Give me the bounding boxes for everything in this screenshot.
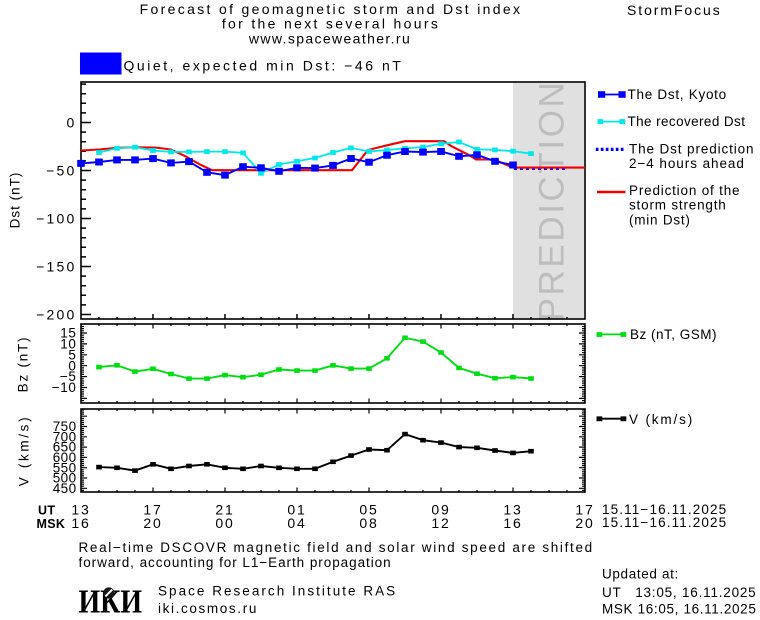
svg-text:08: 08 <box>359 515 378 531</box>
svg-text:16: 16 <box>71 515 90 531</box>
svg-text:12: 12 <box>431 515 450 531</box>
svg-text:0: 0 <box>68 358 76 373</box>
svg-text:Real−time DSCOVR magnetic fiel: Real−time DSCOVR magnetic field and sola… <box>79 540 594 555</box>
svg-text:13: 13 <box>503 501 522 517</box>
svg-text:−200: −200 <box>36 306 76 322</box>
svg-text:V (km/s): V (km/s) <box>629 412 694 427</box>
svg-text:Space Research Institute RAS: Space Research Institute RAS <box>158 584 397 599</box>
svg-text:5: 5 <box>68 347 76 362</box>
svg-text:StormFocus: StormFocus <box>627 2 722 18</box>
svg-text:The recovered Dst: The recovered Dst <box>628 114 746 129</box>
svg-text:550: 550 <box>53 460 77 475</box>
svg-text:UT: UT <box>38 504 55 518</box>
svg-text:15: 15 <box>60 326 76 341</box>
svg-text:www.spaceweather.ru: www.spaceweather.ru <box>248 30 411 46</box>
svg-text:15.11−16.11.2025: 15.11−16.11.2025 <box>602 515 727 530</box>
svg-text:The Dst prediction: The Dst prediction <box>629 142 754 157</box>
svg-text:−10: −10 <box>52 380 77 395</box>
svg-text:01: 01 <box>287 501 306 517</box>
svg-text:Forecast of geomagnetic storm: Forecast of geomagnetic storm and Dst in… <box>140 1 523 17</box>
svg-text:21: 21 <box>215 501 234 517</box>
svg-text:storm strength: storm strength <box>629 198 727 213</box>
svg-text:−150: −150 <box>36 258 76 274</box>
svg-text:The Dst, Kyoto: The Dst, Kyoto <box>628 87 727 102</box>
svg-text:05: 05 <box>359 501 378 517</box>
svg-text:(min Dst): (min Dst) <box>629 212 691 227</box>
svg-text:Quiet, expected min Dst: −46 n: Quiet, expected min Dst: −46 nT <box>124 58 404 74</box>
svg-text:13: 13 <box>71 501 90 517</box>
svg-text:17: 17 <box>575 501 594 517</box>
svg-text:0: 0 <box>67 114 77 130</box>
svg-text:UT 13:05, 16.11.2025: UT 13:05, 16.11.2025 <box>602 585 756 600</box>
svg-text:17: 17 <box>143 501 162 517</box>
svg-text:V (km/s): V (km/s) <box>17 415 32 486</box>
svg-text:Bz (nT, GSM): Bz (nT, GSM) <box>630 327 717 342</box>
svg-text:10: 10 <box>60 337 76 352</box>
svg-text:2−4 hours ahead: 2−4 hours ahead <box>629 156 745 171</box>
svg-text:−5: −5 <box>60 369 77 384</box>
svg-text:Dst (nT): Dst (nT) <box>8 172 23 229</box>
svg-text:iki.cosmos.ru: iki.cosmos.ru <box>158 601 258 616</box>
svg-text:750: 750 <box>53 419 77 434</box>
svg-text:04: 04 <box>287 515 306 531</box>
svg-text:PREDICTION: PREDICTION <box>533 80 572 322</box>
svg-text:00: 00 <box>215 515 234 531</box>
svg-text:09: 09 <box>431 501 450 517</box>
svg-text:20: 20 <box>143 515 162 531</box>
svg-text:MSK: MSK <box>37 517 66 531</box>
svg-text:450: 450 <box>53 481 77 496</box>
svg-text:650: 650 <box>53 440 77 455</box>
svg-text:MSK 16:05, 16.11.2025: MSK 16:05, 16.11.2025 <box>602 601 757 616</box>
svg-text:Bz (nT): Bz (nT) <box>15 336 30 393</box>
svg-text:15.11−16.11.2025: 15.11−16.11.2025 <box>602 502 727 517</box>
svg-text:−100: −100 <box>36 210 76 226</box>
svg-text:Prediction of the: Prediction of the <box>629 183 740 198</box>
svg-text:forward, accounting for L1−Ear: forward, accounting for L1−Earth propaga… <box>79 555 392 570</box>
svg-text:−50: −50 <box>46 162 76 178</box>
svg-text:Updated at:: Updated at: <box>602 567 679 582</box>
svg-text:700: 700 <box>53 429 77 444</box>
svg-text:for the next several hours: for the next several hours <box>222 16 440 32</box>
svg-text:20: 20 <box>575 515 594 531</box>
svg-text:16: 16 <box>503 515 522 531</box>
svg-text:500: 500 <box>53 471 77 486</box>
svg-text:600: 600 <box>53 450 77 465</box>
